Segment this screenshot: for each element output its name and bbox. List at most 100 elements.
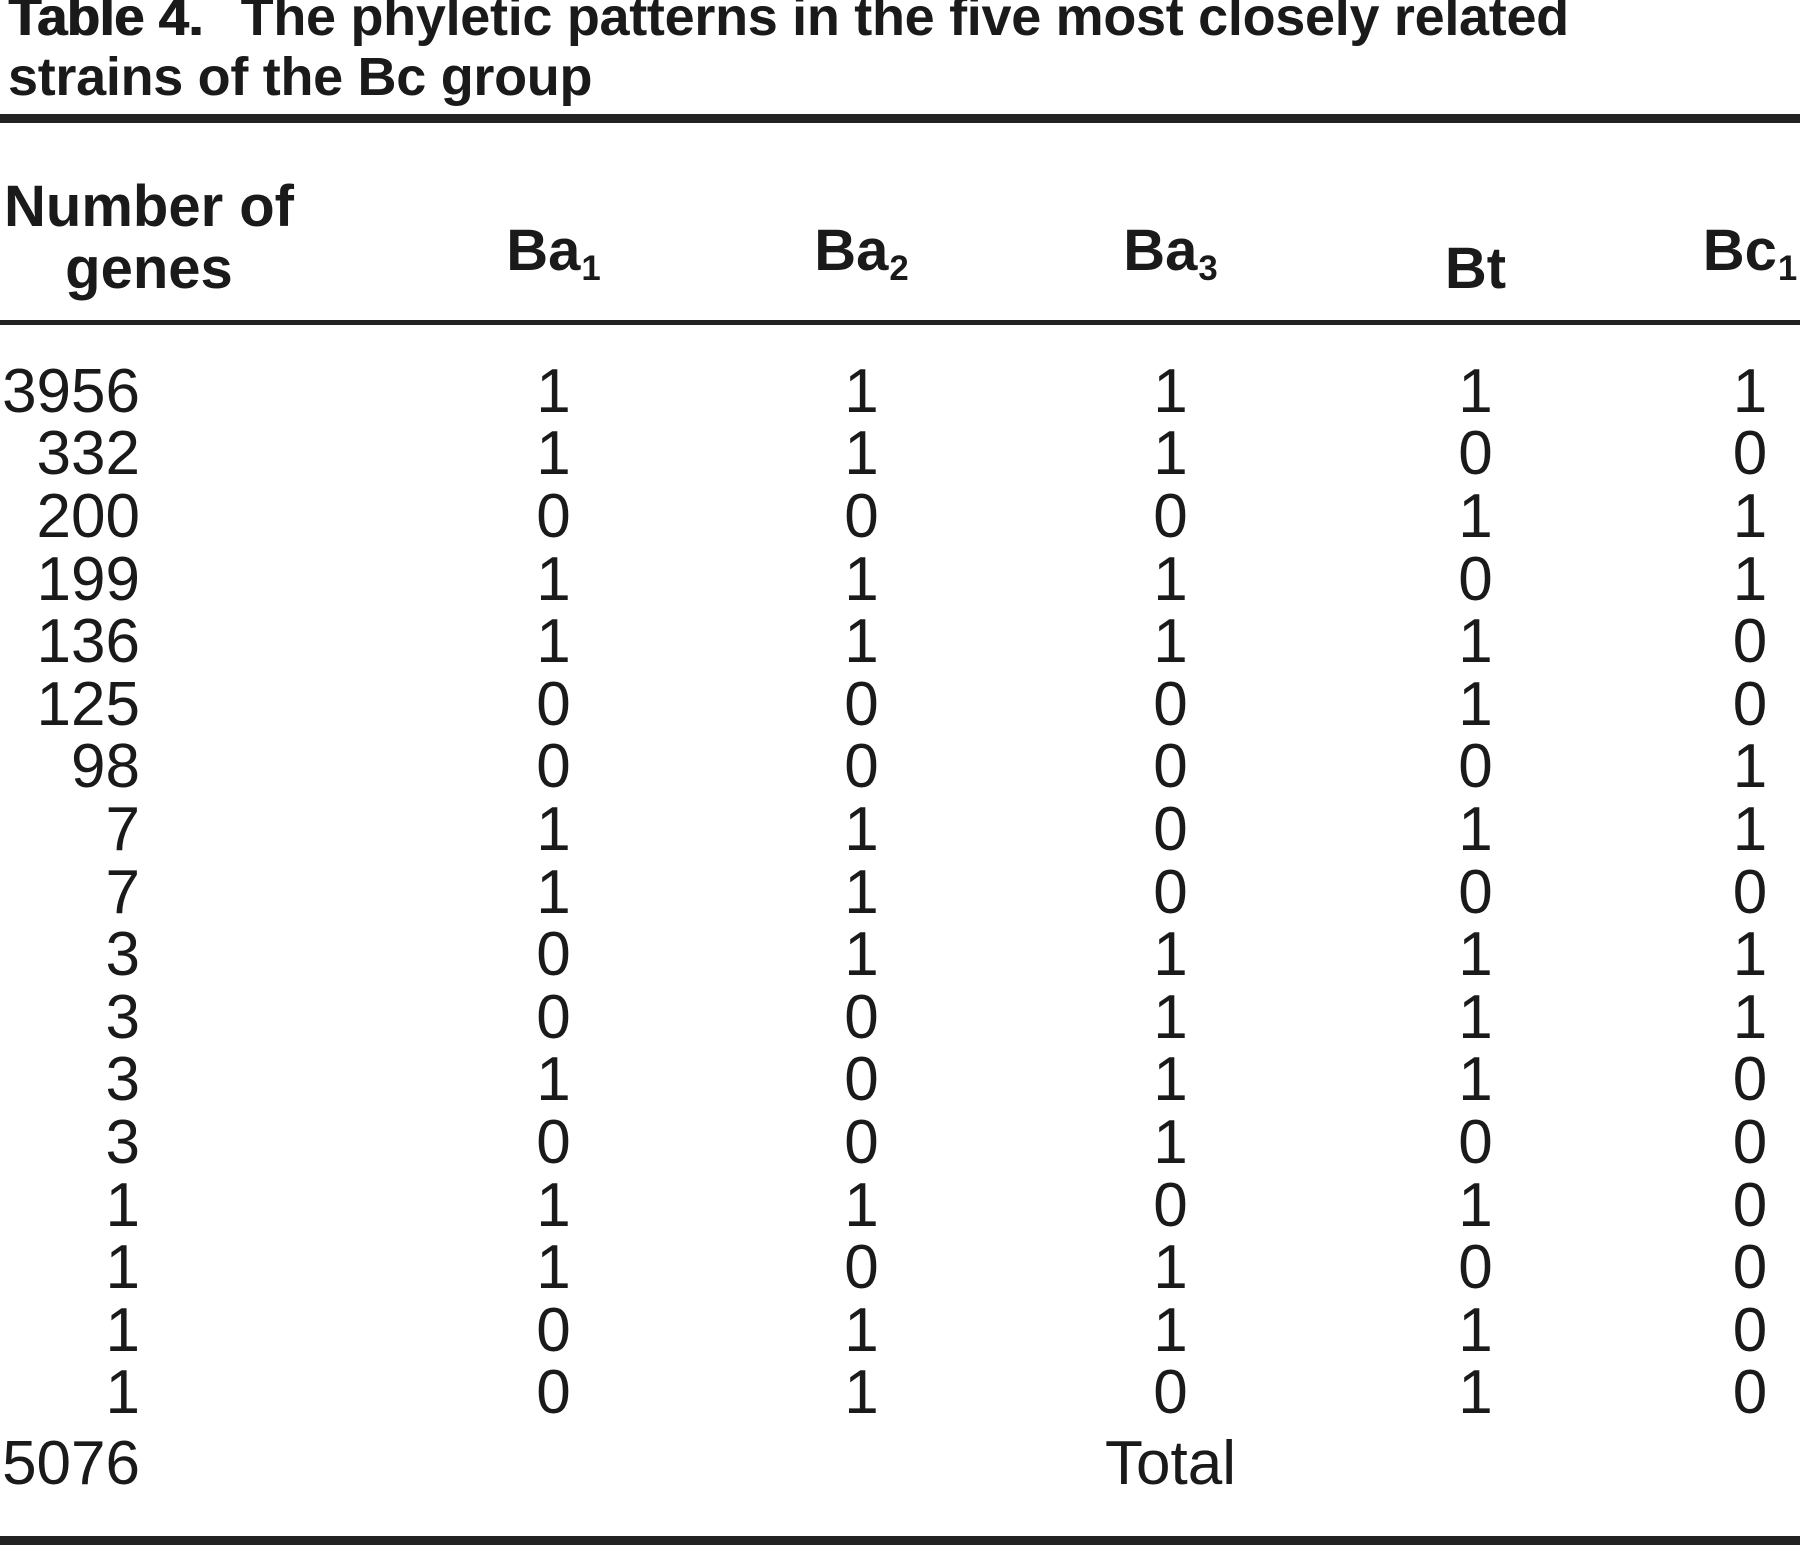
- pattern-value-cell: 1: [536, 794, 571, 864]
- pattern-value-cell: 1: [536, 419, 571, 489]
- pattern-value-cell: 1: [536, 1170, 571, 1240]
- pattern-value-cell: 0: [1732, 1295, 1768, 1365]
- pattern-value-cell: 0: [1153, 732, 1188, 802]
- total-empty-cell-ba1: [400, 1425, 707, 1525]
- pattern-value-cell: 1: [1153, 1107, 1188, 1177]
- pattern-value-cell: 1: [844, 356, 879, 426]
- table-caption-text-line1: The phyletic patterns in the five most c…: [240, 0, 1569, 47]
- pattern-value-cell: 0: [844, 481, 879, 551]
- genes-header-line1: Number of: [4, 173, 294, 239]
- pattern-value-cell: 1: [536, 1233, 571, 1303]
- pattern-row: 332 1 1 1 0 0: [0, 423, 1800, 486]
- column-header-bc1: Bc1: [1626, 130, 1800, 325]
- pattern-value-cell: 1: [1732, 920, 1768, 990]
- pattern-row: 200 0 0 0 1 1: [0, 486, 1800, 549]
- pattern-row: 125 0 0 0 1 0: [0, 673, 1800, 736]
- strain-subscript: 1: [1777, 248, 1798, 288]
- pattern-value-cell: 0: [1153, 481, 1188, 551]
- pattern-value-cell: 0: [1153, 857, 1188, 927]
- pattern-value-cell: 1: [1458, 1295, 1493, 1365]
- pattern-value-cell: 1: [1458, 794, 1493, 864]
- pattern-value-cell: 0: [536, 669, 571, 739]
- column-header-ba2: Ba2: [707, 130, 1016, 325]
- pattern-value-cell: 1: [1458, 1170, 1493, 1240]
- gene-count-cell: 3: [105, 1045, 140, 1115]
- total-empty-cell-ba2: [707, 1425, 1016, 1525]
- pattern-value-cell: 0: [1458, 857, 1493, 927]
- table-caption-text-line2: strains of the Bc group: [8, 47, 593, 107]
- column-header-ba3: Ba3: [1016, 130, 1325, 325]
- pattern-value-cell: 1: [844, 1170, 879, 1240]
- pattern-value-cell: 1: [1153, 1233, 1188, 1303]
- pattern-value-cell: 0: [1732, 419, 1768, 489]
- pattern-value-cell: 0: [844, 1107, 879, 1177]
- pattern-value-cell: 1: [844, 857, 879, 927]
- gene-count-cell: 200: [36, 481, 140, 551]
- pattern-value-cell: 0: [1153, 1170, 1188, 1240]
- strain-subscript: 3: [1198, 248, 1218, 288]
- pattern-value-cell: 1: [1458, 481, 1493, 551]
- pattern-value-cell: 1: [1153, 982, 1188, 1052]
- pattern-row: 98 0 0 0 0 1: [0, 736, 1800, 799]
- pattern-value-cell: 0: [536, 1295, 571, 1365]
- table-caption-label: Table 4.: [8, 0, 203, 47]
- gene-count-cell: 332: [36, 419, 140, 489]
- pattern-row: 136 1 1 1 1 0: [0, 611, 1800, 674]
- column-header-ba1: Ba1: [400, 130, 707, 325]
- pattern-value-cell: 1: [1732, 982, 1768, 1052]
- pattern-value-cell: 0: [536, 1358, 571, 1428]
- table-spacer-cell: [0, 322, 1800, 361]
- pattern-value-cell: 1: [1732, 481, 1768, 551]
- table-bottom-rule: [0, 1536, 1800, 1545]
- pattern-value-cell: 0: [1458, 1107, 1493, 1177]
- pattern-value-cell: 0: [1732, 857, 1768, 927]
- gene-count-cell: 7: [105, 794, 140, 864]
- pattern-value-cell: 1: [1458, 669, 1493, 739]
- pattern-value-cell: 1: [536, 607, 571, 677]
- pattern-value-cell: 0: [1732, 1233, 1768, 1303]
- column-header-bt: Bt: [1325, 130, 1626, 325]
- gene-count-cell: 7: [105, 857, 140, 927]
- pattern-value-cell: 1: [536, 544, 571, 614]
- header-row: Number of genes Ba1 Ba2 Ba3 Bt Bc1: [0, 130, 1800, 325]
- pattern-value-cell: 0: [1458, 1233, 1493, 1303]
- pattern-value-cell: 1: [1458, 982, 1493, 1052]
- strain-name: Bt: [1444, 235, 1507, 301]
- pattern-value-cell: 0: [1732, 1358, 1768, 1428]
- pattern-value-cell: 1: [1732, 794, 1768, 864]
- pattern-value-cell: 1: [1732, 544, 1768, 614]
- pattern-value-cell: 0: [1458, 419, 1493, 489]
- pattern-value-cell: 1: [1153, 419, 1188, 489]
- pattern-value-cell: 0: [1458, 544, 1493, 614]
- pattern-value-cell: 0: [844, 1233, 879, 1303]
- gene-count-cell: 125: [36, 669, 140, 739]
- table-spacer-row: [0, 322, 1800, 361]
- pattern-value-cell: 1: [1153, 1295, 1188, 1365]
- pattern-value-cell: 1: [844, 794, 879, 864]
- pattern-value-cell: 1: [1458, 1045, 1493, 1115]
- pattern-value-cell: 0: [536, 982, 571, 1052]
- pattern-value-cell: 1: [1153, 920, 1188, 990]
- pattern-value-cell: 0: [536, 732, 571, 802]
- total-empty-cell-bc1: [1626, 1425, 1800, 1525]
- pattern-value-cell: 1: [1458, 920, 1493, 990]
- strain-subscript: 1: [581, 248, 601, 288]
- gene-count-cell: 199: [36, 544, 140, 614]
- pattern-value-cell: 0: [844, 1045, 879, 1115]
- pattern-value-cell: 1: [1458, 1358, 1493, 1428]
- pattern-value-cell: 0: [1153, 669, 1188, 739]
- pattern-value-cell: 1: [844, 1295, 879, 1365]
- pattern-row: 3956 1 1 1 1 1: [0, 356, 1800, 426]
- strain-subscript: 2: [889, 248, 909, 288]
- pattern-value-cell: 1: [536, 857, 571, 927]
- pattern-value-cell: 0: [536, 920, 571, 990]
- table-top-rule: [0, 114, 1800, 123]
- pattern-value-cell: 1: [1732, 356, 1768, 426]
